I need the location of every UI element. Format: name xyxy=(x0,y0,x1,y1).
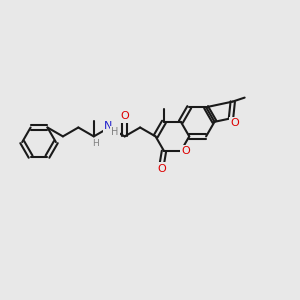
Text: O: O xyxy=(231,118,239,128)
Text: O: O xyxy=(120,111,129,121)
Text: O: O xyxy=(158,164,166,174)
Text: H: H xyxy=(92,139,99,148)
Text: O: O xyxy=(182,146,190,156)
Text: N: N xyxy=(104,122,112,131)
Text: H: H xyxy=(112,128,119,137)
